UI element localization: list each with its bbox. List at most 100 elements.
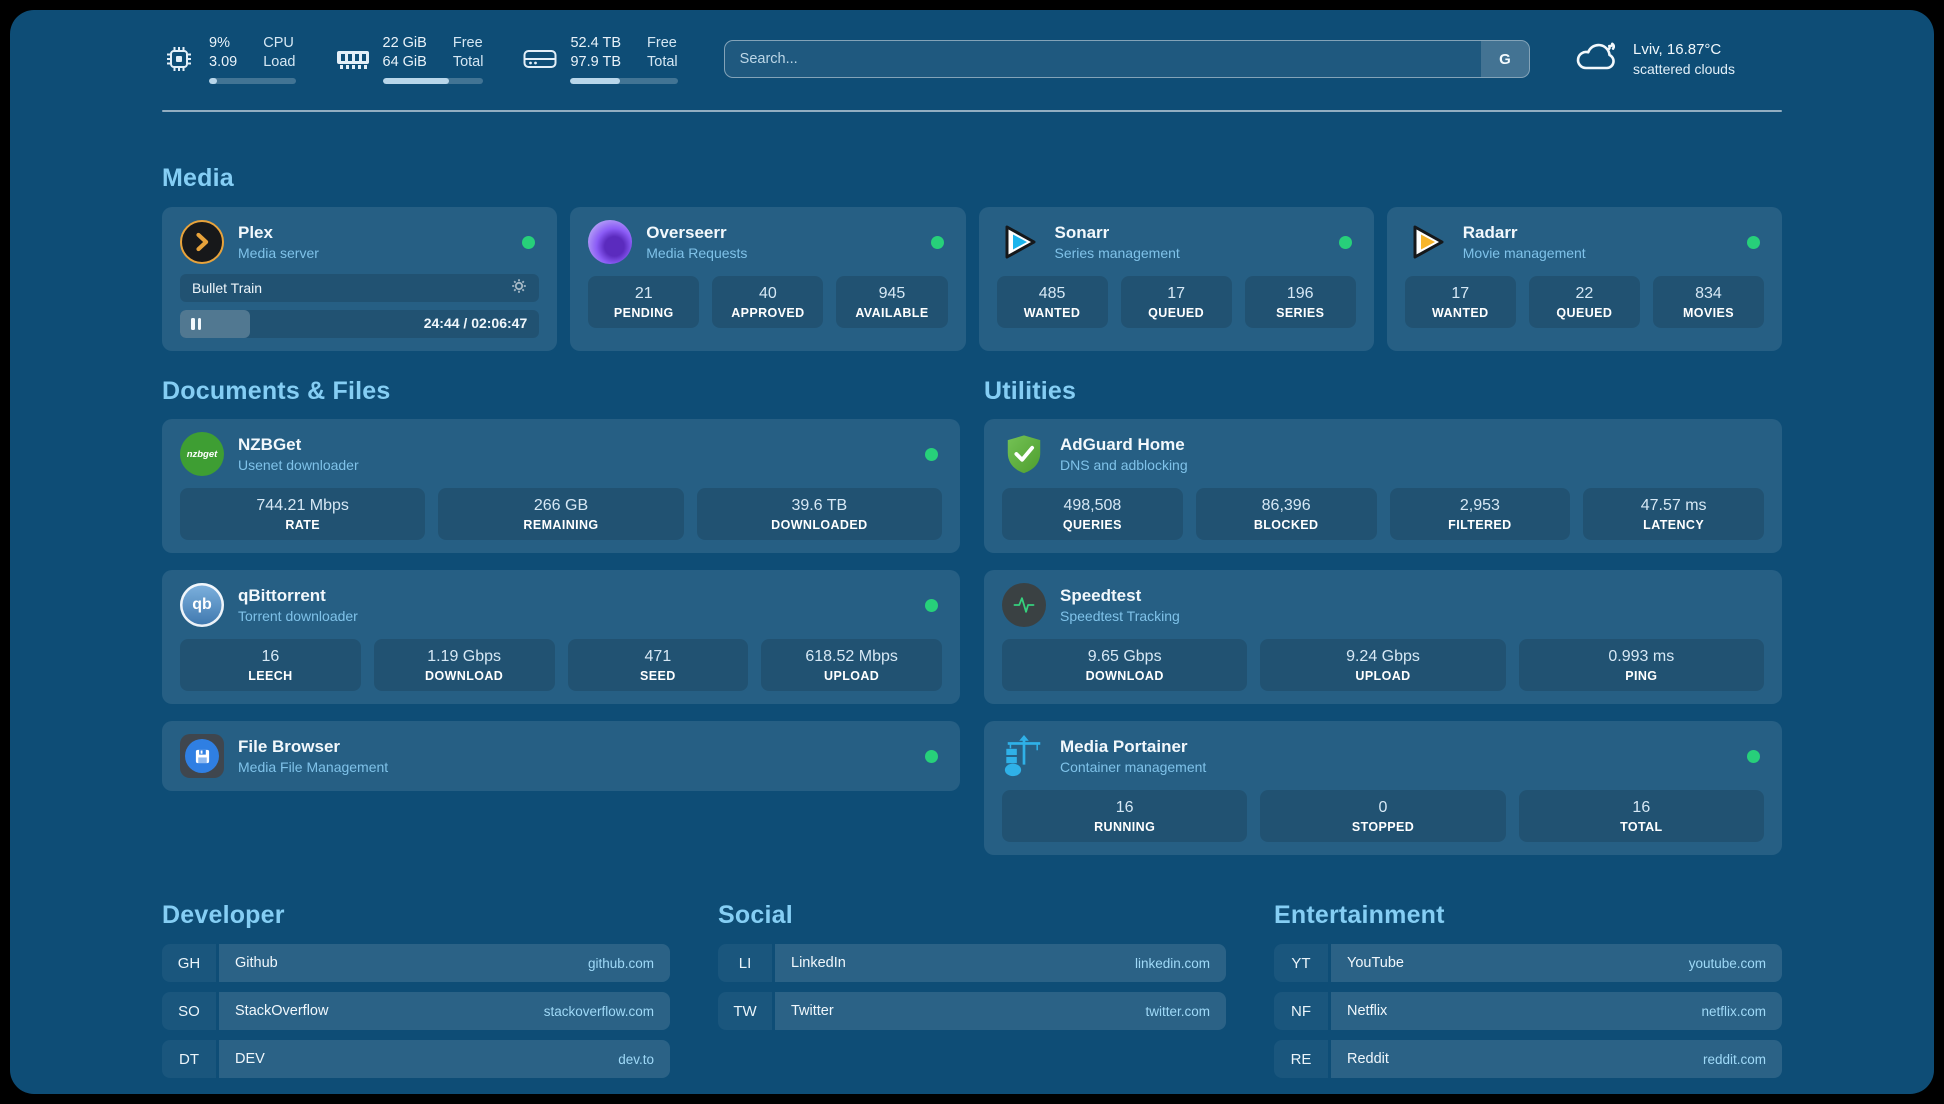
nzbget-logo-icon: nzbget: [180, 432, 224, 476]
plex-subtitle: Media server: [238, 245, 319, 261]
weather-location-temp: Lviv, 16.87°C: [1633, 41, 1722, 58]
portainer-logo-icon: [1002, 734, 1046, 778]
adguard-stat-latency: 47.57 ms LATENCY: [1583, 488, 1764, 540]
qbittorrent-subtitle: Torrent downloader: [238, 608, 358, 624]
nzbget-stat-rate: 744.21 Mbps RATE: [180, 488, 426, 540]
cpu-stat-group: 9% 3.09 CPU Load: [162, 34, 296, 84]
nzbget-status-dot: [925, 447, 938, 461]
sonarr-logo-icon: [997, 220, 1041, 264]
adguard-card[interactable]: AdGuard Home DNS and adblocking 498,508 Q…: [984, 419, 1782, 553]
bookmark-linkedin[interactable]: LI LinkedIn linkedin.com: [718, 944, 1226, 982]
plex-playback-progress: 24:44 / 02:06:47: [180, 310, 540, 338]
cpu-load-label: Load: [263, 54, 296, 70]
youtube-url: youtube.com: [1688, 955, 1766, 971]
filebrowser-status-dot: [925, 749, 938, 763]
twitter-name: Twitter: [791, 1003, 834, 1019]
bookmark-dev[interactable]: DT DEV dev.to: [162, 1040, 670, 1078]
portainer-subtitle: Container management: [1060, 759, 1207, 775]
qbittorrent-stat-upload: 618.52 Mbps UPLOAD: [761, 639, 942, 691]
plex-logo-icon: [180, 220, 224, 264]
github-abbr-badge: GH: [162, 944, 216, 982]
speedtest-title: Speedtest: [1060, 586, 1142, 605]
adguard-subtitle: DNS and adblocking: [1060, 457, 1188, 473]
linkedin-name: LinkedIn: [791, 955, 846, 971]
radarr-stat-queued: 22 QUEUED: [1528, 276, 1640, 328]
disk-stat-group: 52.4 TB 97.9 TB Free Total: [523, 34, 678, 84]
memory-total-value: 64 GiB: [382, 54, 427, 70]
disk-free-label: Free: [647, 35, 677, 51]
plex-title: Plex: [238, 223, 273, 242]
bookmark-stackoverflow[interactable]: SO StackOverflow stackoverflow.com: [162, 992, 670, 1030]
overseerr-card[interactable]: Overseerr Media Requests 21 PENDING 40 APP…: [570, 207, 966, 351]
github-url: github.com: [587, 955, 654, 971]
sonarr-status-dot: [1338, 235, 1352, 249]
portainer-stat-total: 16 TOTAL: [1518, 790, 1764, 842]
radarr-stat-movies: 834 MOVIES: [1652, 276, 1764, 328]
sonarr-stat-wanted: 485 WANTED: [996, 276, 1108, 328]
memory-total-label: Total: [452, 54, 484, 70]
speedtest-stat-download: 9.65 Gbps DOWNLOAD: [1002, 639, 1248, 691]
search-engine-button[interactable]: G: [1481, 41, 1529, 77]
filebrowser-card[interactable]: File Browser Media File Management: [162, 721, 960, 791]
portainer-stat-running: 16 RUNNING: [1002, 790, 1248, 842]
bookmark-youtube[interactable]: YT YouTube youtube.com: [1274, 944, 1782, 982]
overseerr-stat-available: 945 AVAILABLE: [836, 276, 948, 328]
qbittorrent-logo-icon: qb: [180, 583, 224, 627]
portainer-card[interactable]: Media Portainer Container management 16 R…: [984, 721, 1782, 855]
pause-icon: [191, 318, 201, 330]
adguard-stat-queries: 498,508 QUERIES: [1002, 488, 1183, 540]
radarr-card[interactable]: Radarr Movie management 17 WANTED 22 QUEUE…: [1386, 207, 1782, 351]
cpu-progress-bar: [209, 78, 296, 84]
netflix-name: Netflix: [1347, 1003, 1388, 1019]
portainer-title: Media Portainer: [1060, 737, 1188, 756]
overseerr-stat-approved: 40 APPROVED: [712, 276, 824, 328]
plex-now-playing-row: Bullet Train: [180, 274, 540, 302]
bookmark-netflix[interactable]: NF Netflix netflix.com: [1274, 992, 1782, 1030]
overseerr-status-dot: [930, 235, 944, 249]
cpu-usage-value: 9%: [209, 35, 230, 51]
plex-card[interactable]: Plex Media server Bullet Train: [162, 207, 558, 351]
searchbar: G: [723, 40, 1530, 78]
sonarr-subtitle: Series management: [1054, 245, 1180, 261]
adguard-title: AdGuard Home: [1060, 435, 1185, 454]
memory-free-label: Free: [452, 35, 483, 51]
topbar: 9% 3.09 CPU Load: [162, 10, 1782, 84]
speedtest-stat-ping: 0.993 ms PING: [1518, 639, 1764, 691]
search-input[interactable]: [724, 41, 1481, 77]
netflix-url: netflix.com: [1701, 1003, 1766, 1019]
qbittorrent-status-dot: [925, 598, 938, 612]
memory-free-value: 22 GiB: [382, 35, 427, 51]
weather-condition: scattered clouds: [1633, 61, 1735, 77]
plex-playback-time: 24:44 / 02:06:47: [423, 315, 528, 331]
dev-abbr-badge: DT: [162, 1040, 216, 1078]
cpu-usage-label: CPU: [263, 35, 294, 51]
sonarr-title: Sonarr: [1054, 223, 1110, 242]
filebrowser-logo-icon: [180, 734, 224, 778]
youtube-name: YouTube: [1347, 955, 1404, 971]
disk-total-label: Total: [647, 54, 678, 70]
nzbget-title: NZBGet: [238, 435, 302, 454]
qbittorrent-title: qBittorrent: [238, 586, 326, 605]
stackoverflow-abbr-badge: SO: [162, 992, 216, 1030]
bookmark-twitter[interactable]: TW Twitter twitter.com: [718, 992, 1226, 1030]
adguard-stat-blocked: 86,396 BLOCKED: [1195, 488, 1377, 540]
disk-icon: [523, 46, 557, 72]
memory-icon: [336, 46, 370, 72]
cpu-icon: [162, 43, 196, 75]
nzbget-card[interactable]: nzbget NZBGet Usenet downloader 744.21 M…: [162, 419, 960, 553]
dev-url: dev.to: [618, 1051, 654, 1067]
adguard-logo-icon: [1002, 432, 1046, 476]
qbittorrent-stat-download: 1.19 Gbps DOWNLOAD: [373, 639, 555, 691]
sonarr-card[interactable]: Sonarr Series management 485 WANTED 17 QUE…: [978, 207, 1374, 351]
speedtest-card[interactable]: Speedtest Speedtest Tracking 9.65 Gbps DO…: [984, 570, 1782, 704]
plex-now-playing-title: Bullet Train: [192, 280, 263, 296]
qbittorrent-card[interactable]: qb qBittorrent Torrent downloader 16 LEEC…: [162, 570, 960, 704]
bookmark-github[interactable]: GH Github github.com: [162, 944, 670, 982]
overseerr-subtitle: Media Requests: [646, 245, 748, 261]
portainer-stat-stopped: 0 STOPPED: [1260, 790, 1506, 842]
qbittorrent-stat-seed: 471 SEED: [567, 639, 749, 691]
adguard-stat-filtered: 2,953 FILTERED: [1389, 488, 1571, 540]
radarr-status-dot: [1747, 235, 1760, 249]
bookmark-reddit[interactable]: RE Reddit reddit.com: [1274, 1040, 1782, 1078]
portainer-status-dot: [1747, 749, 1760, 763]
